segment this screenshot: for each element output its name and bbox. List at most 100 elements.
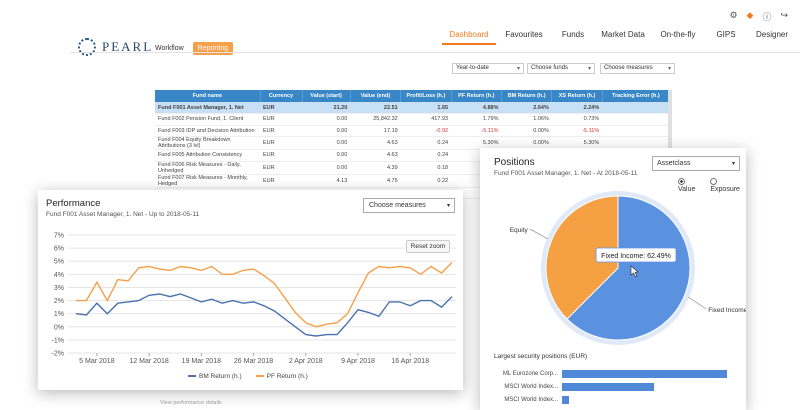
column-header[interactable]: Tracking Error (h.) (602, 90, 671, 102)
pie-slice-equity[interactable] (545, 195, 619, 320)
security-bar[interactable] (562, 369, 727, 378)
table-cell (602, 125, 670, 137)
column-header[interactable]: XS Return (h.) (551, 90, 603, 102)
table-cell: Fund F002 Pension Fund, 1. Client (155, 113, 260, 126)
x-tick-label: 16 Apr 2018 (391, 358, 429, 365)
table-cell: 2.24% (551, 102, 603, 114)
y-tick-label: 6% (54, 246, 64, 253)
nav-on-the-fly[interactable]: On-the-fly (660, 30, 696, 39)
table-cell: EUR (260, 136, 302, 150)
column-header[interactable]: Profit/Loss (h.) (400, 90, 452, 102)
nav-gips[interactable]: GIPS (716, 30, 736, 39)
pie-label: Fixed Income (708, 307, 746, 314)
table-cell: 0.00 (302, 136, 351, 150)
security-row[interactable]: MSCI World Index... (494, 381, 739, 392)
workflow-button[interactable]: Workflow (155, 45, 184, 52)
series-line-bm-return[interactable] (75, 293, 453, 337)
choose-measures-select[interactable]: Choose measures (363, 198, 455, 213)
nav-designer[interactable]: Designer (755, 30, 788, 39)
assetclass-select[interactable]: Assetclass (652, 156, 740, 171)
table-cell: 0.00% (501, 125, 552, 137)
legend-item-bm[interactable]: BM Return (h.) (188, 373, 242, 380)
table-scrollbar[interactable] (668, 90, 672, 190)
logo: PEARL (78, 38, 153, 56)
workflow-switch: Workflow Reporting (150, 42, 234, 55)
table-cell: -5.11% (451, 125, 502, 137)
exposure-radio[interactable]: Exposure (710, 178, 746, 193)
column-header[interactable]: Fund name (155, 90, 261, 102)
logout-icon[interactable]: ↪ (780, 10, 788, 20)
legend-item-pf[interactable]: PF Return (h.) (255, 373, 308, 380)
table-cell: 0.22 (400, 174, 452, 188)
table-cell: 4.39 (350, 161, 401, 175)
security-row[interactable]: ML Eurozone Corp... (494, 368, 739, 379)
table-cell: 1.65 (400, 102, 452, 114)
y-tick-label: 4% (54, 272, 64, 279)
table-cell: 0.00 (302, 149, 351, 162)
measures-select[interactable]: Choose measures (600, 63, 675, 74)
nav-divider (70, 52, 800, 53)
x-tick-label: 19 Mar 2018 (182, 358, 221, 365)
x-tick-label: 12 Mar 2018 (129, 358, 168, 365)
table-row[interactable]: Fund F002 Pension Fund, 1. Client EUR 0.00… (155, 113, 670, 126)
table-cell: 0.00 (302, 113, 351, 126)
nav-favourites[interactable]: Favourites (505, 30, 543, 39)
table-cell: 417.93 (400, 113, 452, 126)
table-row[interactable]: Fund F003 IDP and Decision Attribution EU… (155, 125, 670, 137)
table-cell: 1.79% (451, 113, 502, 126)
series-line-pf-return[interactable] (76, 262, 453, 328)
performance-details-link[interactable]: View performance details (160, 400, 222, 406)
table-cell: EUR (260, 102, 302, 114)
security-label: MSCI World Index... (504, 396, 558, 403)
help-icon[interactable]: ⓘ (762, 12, 772, 22)
reporting-button[interactable]: Reporting (192, 42, 234, 55)
x-tick-label: 26 Mar 2018 (234, 358, 273, 365)
y-tick-label: 0% (54, 324, 64, 331)
table-cell: 21.20 (302, 102, 351, 114)
table-row[interactable]: Fund F004 Equity Breakdown Attributions … (155, 136, 670, 150)
pie-slice-fixed-income[interactable] (566, 195, 691, 341)
y-tick-label: 2% (54, 298, 64, 305)
security-bar[interactable] (562, 395, 569, 404)
column-header[interactable]: BM Return (h.) (501, 90, 553, 102)
table-cell: -0.92 (400, 125, 452, 137)
pie-label-connector (688, 296, 707, 310)
gear-icon[interactable]: ⚙ (729, 10, 738, 20)
performance-chart: 7% 6% 5% 4% 3% 2% 1% 0% -1% -2% 5 Mar 2018 12 Mar 2… (52, 233, 456, 365)
table-row[interactable]: Fund F001 Asset Manager, 1. Net EUR 21.20 2… (155, 102, 670, 114)
table-cell: 0.18 (400, 161, 452, 175)
positions-subtitle: Fund F001 Asset Manager, 1. Net - At 201… (494, 170, 638, 177)
chart-legend: BM Return (h.) PF Return (h.) (188, 373, 308, 380)
table-cell: Fund F005 Attribution Consistency (155, 149, 260, 162)
table-cell: Fund F004 Equity Breakdown Attributions … (155, 136, 260, 150)
table-cell: 1.06% (501, 113, 552, 126)
table-cell: 0.24 (400, 136, 452, 150)
security-bar[interactable] (562, 382, 655, 391)
security-label: ML Eurozone Corp... (502, 370, 558, 377)
nav-market-data[interactable]: Market Data (601, 30, 645, 39)
table-cell: 4.13 (302, 174, 351, 188)
bell-icon[interactable]: ◆ (746, 10, 754, 20)
column-header[interactable]: Value (start) (302, 90, 351, 102)
value-radio[interactable]: Value (678, 178, 702, 193)
column-header[interactable]: Value (end) (350, 90, 402, 102)
main-nav: Dashboard Favourites Funds Market Data On-th… (442, 30, 796, 45)
x-tick-label: 2 Apr 2018 (289, 358, 323, 365)
table-cell: 5.30% (451, 136, 502, 150)
pie-tooltip: Fixed Income: 62.49% (595, 247, 677, 263)
performance-panel: Performance Fund F001 Asset Manager, 1. … (38, 190, 463, 390)
nav-dashboard[interactable]: Dashboard (442, 30, 496, 45)
column-header[interactable]: PF Return (h.) (451, 90, 502, 102)
security-row[interactable]: MSCI World Index... (494, 394, 739, 405)
column-header[interactable]: Currency (260, 90, 303, 102)
x-tick-label: 9 Apr 2018 (341, 358, 375, 365)
reset-zoom-button[interactable]: Reset zoom (406, 240, 450, 253)
y-tick-label: 5% (54, 259, 64, 266)
funds-select[interactable]: Choose funds (527, 63, 595, 74)
y-tick-label: 7% (54, 233, 64, 240)
table-cell: 0.00 (302, 161, 351, 175)
mouse-cursor-icon (630, 265, 639, 278)
period-select[interactable]: Year-to-date (452, 63, 524, 74)
nav-funds[interactable]: Funds (561, 30, 585, 39)
table-cell (451, 187, 502, 199)
